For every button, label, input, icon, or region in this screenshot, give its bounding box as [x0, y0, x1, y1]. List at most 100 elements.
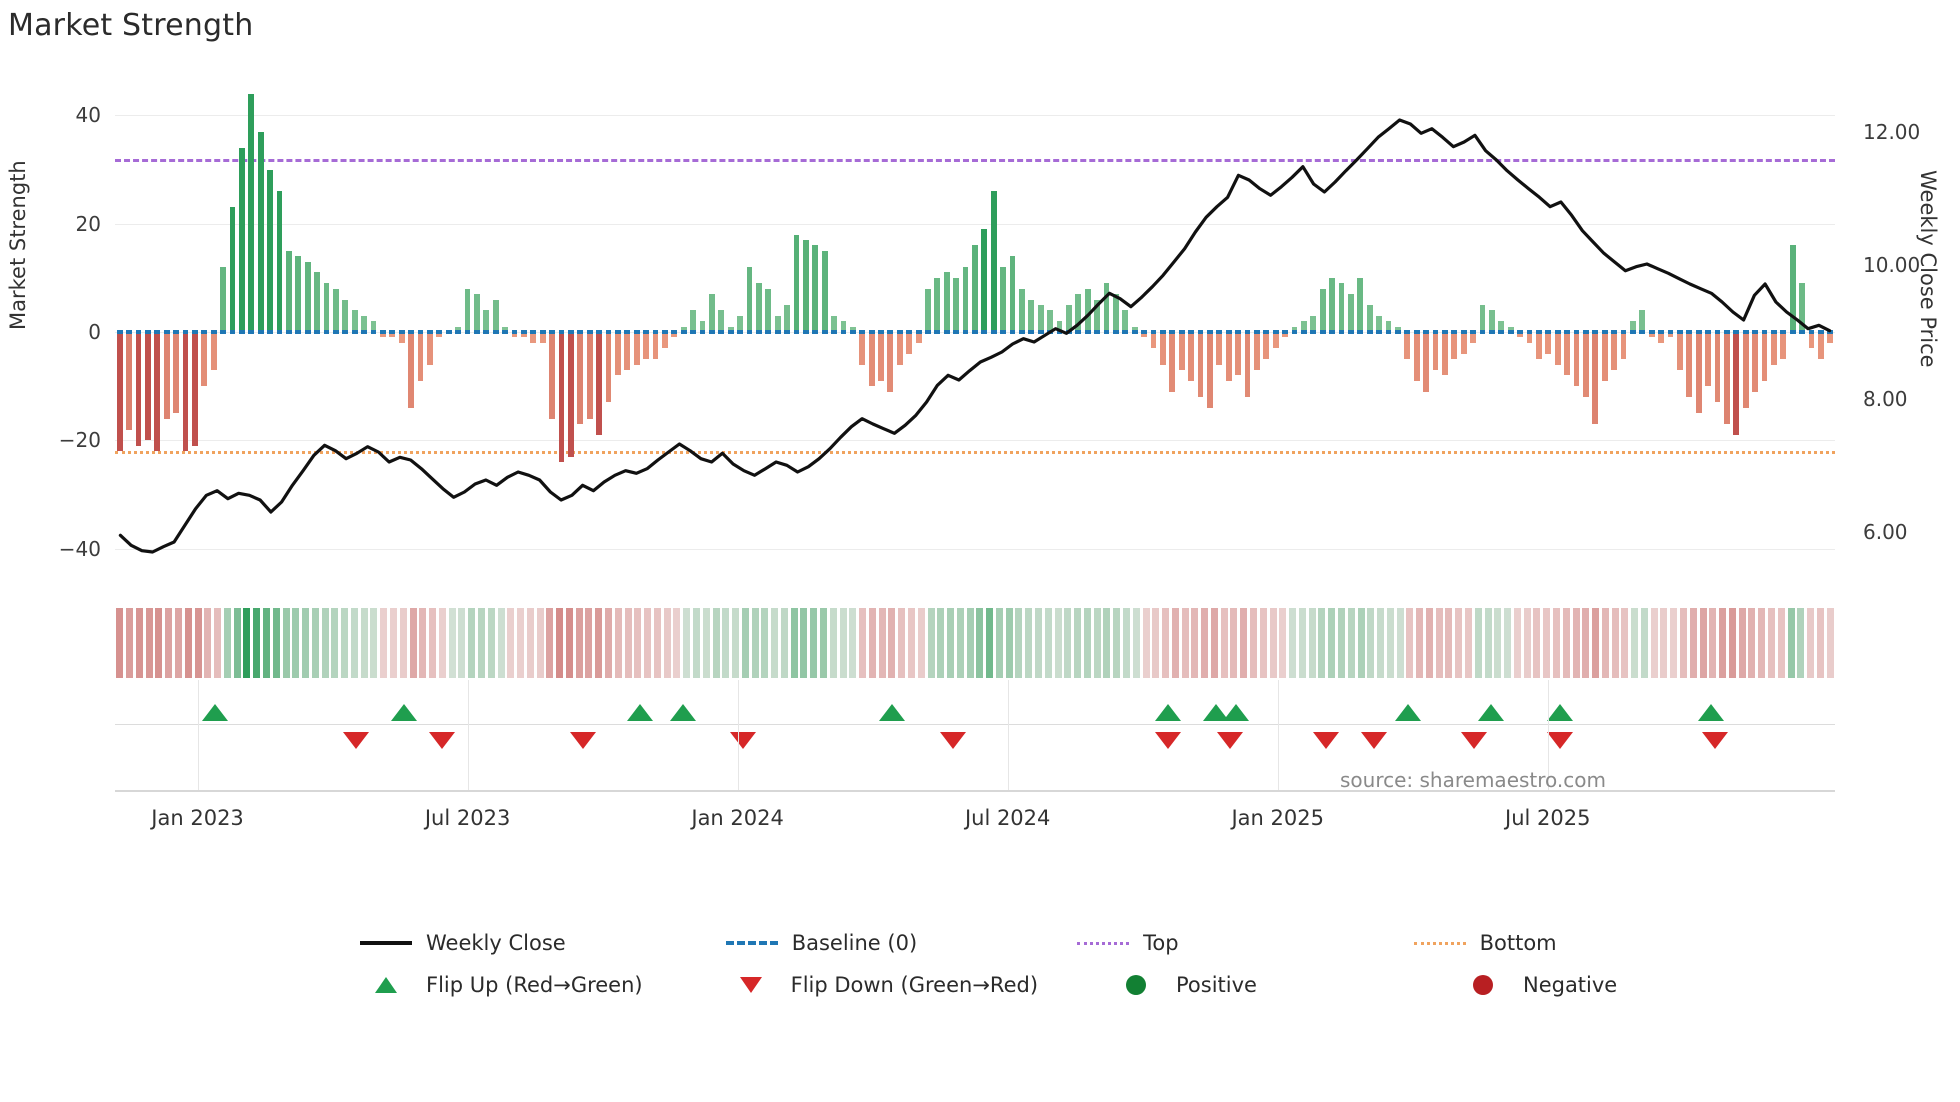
heatmap-cell — [390, 608, 398, 678]
strength-bar — [210, 332, 217, 370]
baseline-marker — [1028, 330, 1035, 334]
strength-bar — [417, 332, 424, 381]
heatmap-cell — [702, 608, 710, 678]
strength-bar — [1150, 332, 1157, 349]
baseline-marker — [1554, 330, 1561, 334]
strength-bar — [774, 315, 781, 332]
heatmap-cell — [683, 608, 691, 678]
flip-up-marker — [879, 704, 906, 721]
baseline-marker — [868, 330, 875, 334]
heatmap-cell — [360, 608, 368, 678]
y-axis-left-tick-label: −20 — [58, 428, 101, 453]
heatmap-cell — [995, 608, 1003, 678]
baseline-marker — [304, 330, 311, 334]
legend-item-weekly-close[interactable]: Weekly Close — [360, 931, 566, 955]
strength-bar — [831, 315, 837, 332]
baseline-marker — [661, 330, 668, 334]
baseline-marker — [746, 330, 753, 334]
heatmap-cell — [1592, 608, 1600, 678]
heatmap-cell — [634, 608, 642, 678]
baseline-marker — [511, 330, 518, 334]
baseline-marker — [1770, 330, 1777, 334]
legend-item-flip-down[interactable]: Flip Down (Green→Red) — [725, 973, 1038, 997]
strength-bar — [295, 256, 302, 332]
bottom-swatch-icon — [1413, 932, 1466, 954]
strength-bar — [633, 332, 640, 365]
flip-down-marker — [1361, 732, 1388, 749]
baseline-marker — [1817, 330, 1824, 334]
flip-down-swatch-icon — [725, 974, 777, 996]
strength-bar — [690, 310, 696, 332]
strength-bar — [1103, 283, 1110, 332]
strength-bar — [586, 332, 593, 419]
strength-bar — [473, 294, 480, 332]
legend-item-negative[interactable]: Negative — [1457, 973, 1617, 997]
heatmap-cell — [1435, 608, 1443, 678]
legend-item-positive[interactable]: Positive — [1110, 973, 1257, 997]
strength-bar — [1620, 332, 1627, 360]
heatmap-cell — [986, 608, 994, 678]
baseline-marker — [1432, 330, 1439, 334]
strength-bar — [1451, 332, 1458, 360]
baseline-marker — [1160, 330, 1166, 334]
x-axis-tick-mark — [1547, 680, 1549, 790]
heatmap-cell — [1552, 608, 1560, 678]
legend-item-bottom[interactable]: Bottom — [1413, 931, 1557, 955]
heatmap-cell — [595, 608, 603, 678]
heatmap-cell — [1680, 608, 1688, 678]
baseline-marker — [1470, 330, 1477, 334]
baseline-marker — [1169, 330, 1176, 334]
baseline-marker — [925, 330, 931, 334]
heatmap-cell — [1250, 608, 1258, 678]
strength-bar — [144, 332, 151, 441]
strength-bar — [1413, 332, 1420, 381]
baseline-marker — [962, 330, 969, 334]
legend-item-top[interactable]: Top — [1077, 931, 1179, 955]
strength-bar — [229, 207, 236, 332]
heatmap-cell — [272, 608, 280, 678]
flip-up-marker — [669, 704, 696, 721]
strength-bar — [163, 332, 170, 419]
heatmap-cell — [253, 608, 261, 678]
heatmap-cell — [1787, 608, 1795, 678]
strength-bar — [840, 321, 847, 332]
y-axis-left-tick-label: −40 — [58, 536, 101, 561]
baseline-marker — [1178, 330, 1185, 334]
legend-item-flip-up[interactable]: Flip Up (Red→Green) — [360, 973, 643, 997]
strength-bar — [1536, 332, 1542, 360]
baseline-marker — [1733, 330, 1740, 334]
heatmap-cell — [1357, 608, 1365, 678]
strength-bar — [1197, 332, 1204, 397]
x-axis-tick-label: Jul 2024 — [964, 806, 1051, 830]
y-axis-left-tick-label: 40 — [75, 103, 101, 128]
strength-bar — [267, 169, 273, 332]
baseline-marker — [1413, 330, 1420, 334]
heatmap-cell — [829, 608, 837, 678]
baseline-marker — [398, 330, 405, 334]
strength-bar — [661, 332, 668, 349]
heatmap-cell — [1728, 608, 1736, 678]
heatmap-cell — [605, 608, 613, 678]
heatmap-cell — [468, 608, 476, 678]
strength-bar — [1554, 332, 1561, 365]
strength-bar — [962, 267, 969, 332]
flip-up-swatch-icon — [360, 974, 412, 996]
heatmap-cell — [448, 608, 456, 678]
strength-bar — [549, 332, 555, 419]
strength-heatmap-strip — [115, 608, 1835, 678]
heatmap-cell — [1298, 608, 1306, 678]
legend-item-baseline[interactable]: Baseline (0) — [725, 931, 917, 955]
baseline-marker — [990, 330, 997, 334]
baseline-marker — [821, 330, 828, 334]
heatmap-cell — [1074, 608, 1082, 678]
heatmap-cell — [1504, 608, 1512, 678]
strength-bar — [182, 332, 189, 452]
strength-bar — [126, 332, 132, 430]
baseline-marker — [361, 330, 367, 334]
strength-bar — [389, 332, 396, 338]
baseline-marker — [878, 330, 884, 334]
baseline-marker — [182, 330, 189, 334]
legend-label-weekly-close: Weekly Close — [426, 931, 566, 955]
strength-bar — [238, 147, 245, 332]
legend-label-flip-up: Flip Up (Red→Green) — [426, 973, 643, 997]
